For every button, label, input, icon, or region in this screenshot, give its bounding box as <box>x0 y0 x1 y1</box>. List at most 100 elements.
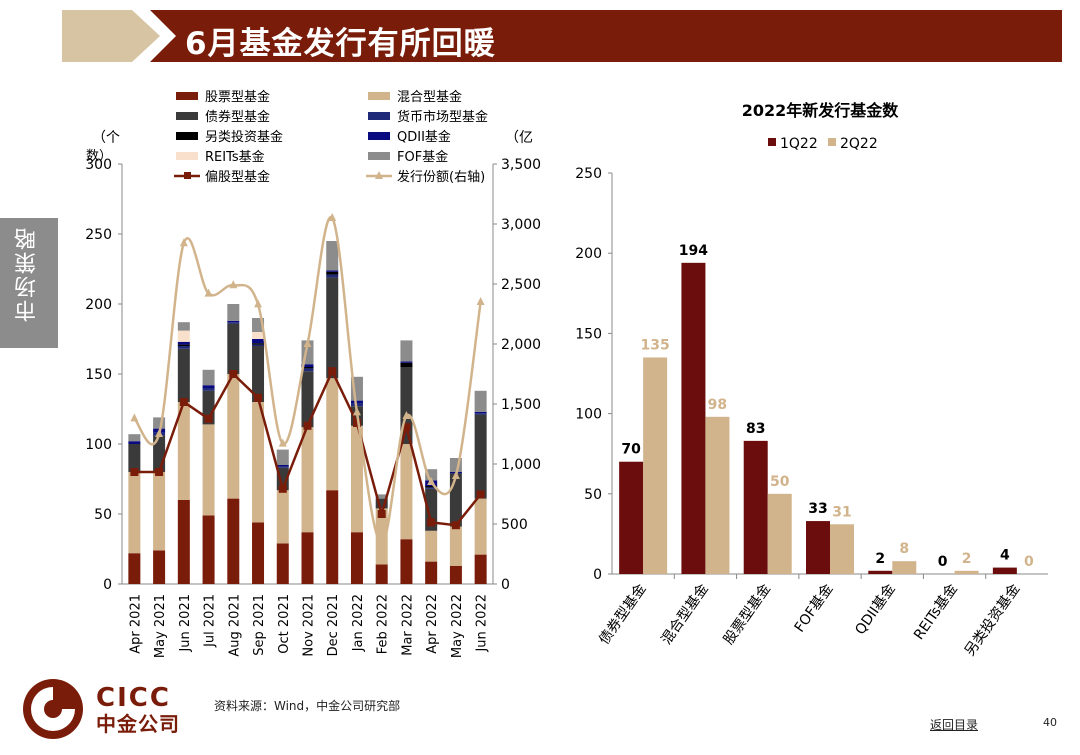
bar-bond-5 <box>252 346 265 402</box>
bar-money-4 <box>227 322 240 324</box>
bar-q1-4 <box>868 570 893 574</box>
right-chart-x-ticks: 债券型基金 混合型基金 股票型基金 FOF基金 QDII基金 REITs基金 另类投资基金 <box>595 581 1023 660</box>
right-y-tick-label: 2,500 <box>501 277 541 293</box>
bar-alt-12 <box>425 486 438 488</box>
left-y-tick-label: 200 <box>85 297 112 313</box>
marker-issuance-1 <box>155 429 164 437</box>
bar-mixed-9 <box>350 425 363 533</box>
bar-stock-13 <box>449 565 462 584</box>
marker-issuance-5 <box>254 299 263 308</box>
marker-issuance-8 <box>328 213 337 221</box>
bar-fof-1 <box>153 417 166 429</box>
bar-mixed-8 <box>326 378 339 491</box>
bar-qdii-9 <box>350 400 363 404</box>
bar-qdii-2 <box>177 341 190 345</box>
bar-q2-4 <box>892 561 917 574</box>
source-note: 资料来源：Wind，中金公司研究部 <box>214 699 401 713</box>
right-chart-title: 2022年新发行基金数 <box>742 101 900 120</box>
bar-mixed-5 <box>252 402 265 523</box>
marker-partial_stock-11 <box>402 423 411 432</box>
bar-money-2 <box>177 346 190 349</box>
legend-label-reits: REITs基金 <box>205 149 265 165</box>
legend-label-fof: FOF基金 <box>397 149 448 165</box>
bar-money-3 <box>202 388 215 391</box>
bar-fof-11 <box>400 340 413 362</box>
y-tick-label: 150 <box>575 326 602 342</box>
bar-stock-12 <box>425 561 438 584</box>
y-tick-label: 250 <box>575 166 602 182</box>
left-chart-bars <box>128 241 487 584</box>
marker-partial_stock-2 <box>179 398 188 406</box>
left-chart-x-ticks: Apr 2021 May 2021 Jun 2021 Jul 2021 Aug 2021… <box>128 594 489 658</box>
x-tick-label: Sep 2021 <box>252 594 267 656</box>
legend-swatch-qdii <box>368 132 390 140</box>
right-y-tick-label: 2,000 <box>501 337 541 353</box>
x-tick-label: Nov 2021 <box>302 594 317 657</box>
marker-issuance-7 <box>303 339 312 347</box>
back-to-contents-link[interactable]: 返回目录 <box>930 718 979 732</box>
bar-fof-2 <box>177 322 190 331</box>
legend-swatch-stock <box>176 92 198 100</box>
left-y-tick-label: 250 <box>85 227 112 243</box>
bar-qdii-7 <box>301 364 314 367</box>
bar-fof-10 <box>375 494 388 499</box>
x-tick-label: REITs基金 <box>910 581 961 643</box>
legend-label-mixed: 混合型基金 <box>397 89 462 105</box>
bar-stock-6 <box>276 543 289 584</box>
x-tick-label: 股票型基金 <box>720 581 774 648</box>
marker-partial_stock-6 <box>278 484 287 493</box>
bar-bond-2 <box>177 348 190 402</box>
legend-swatch-q1 <box>768 138 776 146</box>
x-tick-label: FOF基金 <box>791 581 837 636</box>
bar-mixed-0 <box>128 472 141 554</box>
bar-mixed-13 <box>449 526 462 566</box>
bar-alt-7 <box>301 367 314 369</box>
data-label-q2-2: 50 <box>770 474 790 490</box>
bar-bond-8 <box>326 277 339 379</box>
data-label-q2-5: 2 <box>962 551 972 567</box>
legend-label-q2: 2Q22 <box>840 136 878 152</box>
right-chart-legend: 1Q22 2Q22 <box>768 136 878 152</box>
legend-swatch-fof <box>368 152 390 160</box>
bar-q2-1 <box>705 416 730 574</box>
logo-text-en: CICC <box>96 683 171 713</box>
x-tick-label: 债券型基金 <box>595 581 649 648</box>
line-issuance <box>133 216 482 545</box>
bar-reits-5 <box>252 332 265 339</box>
bar-qdii-3 <box>202 385 215 388</box>
bar-stock-8 <box>326 490 339 584</box>
bar-mixed-3 <box>202 424 215 516</box>
legend-swatch-money <box>368 112 390 120</box>
marker-partial_stock-0 <box>130 468 139 476</box>
bar-reits-2 <box>177 330 190 342</box>
legend-label-bond: 债券型基金 <box>205 109 270 125</box>
page-number: 40 <box>1043 716 1057 729</box>
right-y-tick-label: 0 <box>501 577 510 593</box>
bar-stock-4 <box>227 498 240 584</box>
legend-swatch-bond <box>176 112 198 120</box>
left-y-tick-label: 300 <box>85 157 112 173</box>
bar-q1-0 <box>619 461 644 574</box>
right-y-tick-label: 3,500 <box>501 157 541 173</box>
data-label-q1-4: 2 <box>875 551 885 567</box>
bar-alt-11 <box>400 362 413 367</box>
bar-mixed-6 <box>276 490 289 544</box>
data-label-q1-6: 4 <box>1000 548 1010 564</box>
side-tab[interactable] <box>0 218 58 348</box>
bar-money-6 <box>276 466 289 468</box>
legend-label-money: 货币市场型基金 <box>397 109 488 125</box>
x-tick-label: Feb 2022 <box>376 594 391 654</box>
bar-mixed-2 <box>177 402 190 500</box>
y-tick-label: 0 <box>593 567 602 583</box>
bar-q2-5 <box>954 570 979 574</box>
x-tick-label: Jul 2021 <box>203 594 218 648</box>
marker-partial_stock-7 <box>303 421 312 430</box>
bar-alt-5 <box>252 343 265 345</box>
y-tick-label: 50 <box>584 487 602 503</box>
bar-q1-3 <box>806 521 830 574</box>
marker-partial_stock-14 <box>476 490 485 499</box>
x-tick-label: Aug 2021 <box>227 594 242 657</box>
